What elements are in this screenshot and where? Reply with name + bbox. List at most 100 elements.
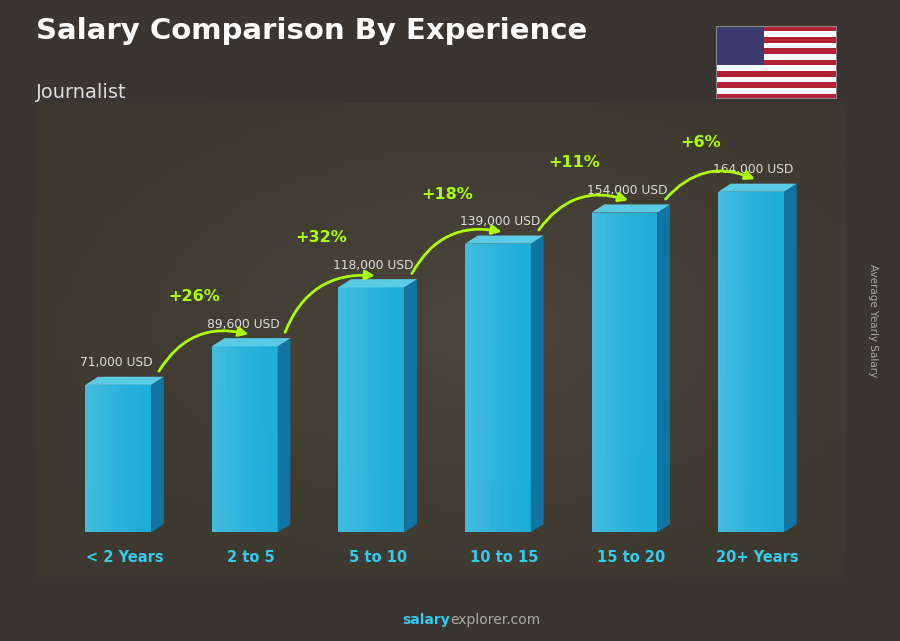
Bar: [716, 60, 837, 65]
Polygon shape: [749, 192, 752, 532]
Polygon shape: [363, 287, 365, 532]
Polygon shape: [238, 346, 240, 532]
Text: Average Yearly Salary: Average Yearly Salary: [868, 264, 878, 377]
Text: explorer.com: explorer.com: [450, 613, 540, 627]
Polygon shape: [720, 192, 723, 532]
Text: 20+ Years: 20+ Years: [716, 550, 798, 565]
Polygon shape: [465, 244, 531, 532]
Bar: [716, 26, 837, 31]
Polygon shape: [629, 213, 631, 532]
Polygon shape: [742, 192, 744, 532]
Polygon shape: [369, 287, 372, 532]
Polygon shape: [101, 385, 103, 532]
Polygon shape: [96, 385, 98, 532]
Polygon shape: [598, 213, 600, 532]
Polygon shape: [214, 346, 216, 532]
Text: salary: salary: [402, 613, 450, 627]
Polygon shape: [354, 287, 356, 532]
Polygon shape: [744, 192, 747, 532]
Polygon shape: [657, 204, 670, 532]
Polygon shape: [473, 244, 476, 532]
Polygon shape: [352, 287, 354, 532]
Text: 154,000 USD: 154,000 USD: [587, 184, 667, 197]
Polygon shape: [376, 287, 378, 532]
Polygon shape: [591, 213, 594, 532]
FancyArrowPatch shape: [666, 171, 752, 199]
Polygon shape: [94, 385, 96, 532]
Polygon shape: [500, 244, 502, 532]
Polygon shape: [496, 244, 498, 532]
Bar: [716, 31, 837, 37]
Polygon shape: [114, 385, 116, 532]
Polygon shape: [247, 346, 249, 532]
Polygon shape: [718, 192, 720, 532]
Text: 10 to 15: 10 to 15: [470, 550, 538, 565]
Bar: [716, 65, 837, 71]
Polygon shape: [345, 287, 347, 532]
Polygon shape: [212, 346, 214, 532]
Polygon shape: [87, 385, 90, 532]
Polygon shape: [493, 244, 496, 532]
Polygon shape: [618, 213, 620, 532]
Polygon shape: [755, 192, 758, 532]
Polygon shape: [404, 279, 417, 532]
Polygon shape: [236, 346, 238, 532]
Text: 89,600 USD: 89,600 USD: [207, 318, 280, 331]
Polygon shape: [223, 346, 225, 532]
Polygon shape: [752, 192, 753, 532]
Polygon shape: [600, 213, 603, 532]
Text: 164,000 USD: 164,000 USD: [713, 163, 794, 176]
Polygon shape: [723, 192, 724, 532]
FancyArrowPatch shape: [159, 328, 246, 371]
Polygon shape: [338, 287, 341, 532]
Polygon shape: [724, 192, 727, 532]
Polygon shape: [490, 244, 491, 532]
Text: 139,000 USD: 139,000 USD: [460, 215, 540, 228]
Bar: [716, 94, 837, 99]
Polygon shape: [487, 244, 490, 532]
Polygon shape: [498, 244, 500, 532]
Polygon shape: [374, 287, 376, 532]
Bar: [716, 71, 837, 77]
Polygon shape: [605, 213, 607, 532]
Polygon shape: [732, 192, 733, 532]
Polygon shape: [611, 213, 614, 532]
Polygon shape: [90, 385, 92, 532]
Polygon shape: [614, 213, 616, 532]
Polygon shape: [470, 244, 472, 532]
Polygon shape: [341, 287, 343, 532]
Polygon shape: [103, 385, 105, 532]
Text: +18%: +18%: [421, 187, 473, 201]
Polygon shape: [747, 192, 749, 532]
Text: +6%: +6%: [680, 135, 721, 149]
Polygon shape: [607, 213, 609, 532]
Polygon shape: [738, 192, 740, 532]
Bar: [716, 88, 837, 94]
Polygon shape: [225, 346, 228, 532]
Polygon shape: [620, 213, 622, 532]
Polygon shape: [740, 192, 742, 532]
Polygon shape: [112, 385, 114, 532]
Polygon shape: [230, 346, 231, 532]
Polygon shape: [121, 385, 122, 532]
Polygon shape: [372, 287, 374, 532]
Polygon shape: [481, 244, 482, 532]
FancyArrowPatch shape: [285, 271, 372, 332]
Text: +11%: +11%: [548, 155, 599, 171]
Polygon shape: [467, 244, 470, 532]
Polygon shape: [216, 346, 219, 532]
Polygon shape: [718, 192, 784, 532]
Polygon shape: [753, 192, 755, 532]
Polygon shape: [240, 346, 243, 532]
Bar: [716, 54, 837, 60]
Bar: [716, 26, 764, 65]
Polygon shape: [482, 244, 485, 532]
Polygon shape: [465, 235, 544, 244]
Bar: [716, 82, 837, 88]
Polygon shape: [367, 287, 369, 532]
Polygon shape: [591, 213, 657, 532]
Text: Salary Comparison By Experience: Salary Comparison By Experience: [36, 17, 587, 45]
Polygon shape: [107, 385, 110, 532]
Polygon shape: [338, 287, 404, 532]
Text: 71,000 USD: 71,000 USD: [80, 356, 153, 369]
